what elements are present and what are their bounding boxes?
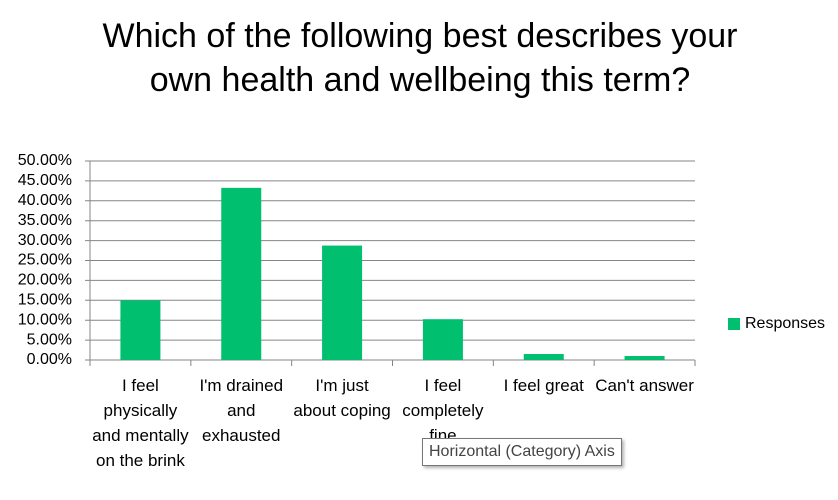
y-tick-label: 5.00% (27, 331, 72, 348)
bar (523, 354, 564, 360)
legend-swatch (728, 318, 740, 330)
x-tick-label: I feel completely fine (402, 376, 484, 445)
bar (322, 245, 363, 360)
y-tick-label: 0.00% (27, 351, 72, 368)
legend-label: Responses (745, 315, 825, 332)
y-tick-label: 45.00% (18, 172, 72, 189)
bar (120, 300, 161, 360)
y-tick-label: 50.00% (18, 152, 72, 169)
chart-title: Which of the following best describes yo… (102, 17, 738, 99)
x-tick-label: I feel physically and mentally on the br… (92, 376, 189, 470)
tooltip: Horizontal (Category) Axis (422, 438, 622, 466)
bar (422, 319, 463, 360)
y-tick-label: 30.00% (18, 232, 72, 249)
x-tick-label: I'm just about coping (293, 376, 391, 420)
bar (624, 356, 665, 360)
y-tick-label: 35.00% (18, 212, 72, 229)
x-tick-label: I'm drained and exhausted (199, 376, 284, 445)
y-tick-label: 10.00% (18, 311, 72, 328)
y-tick-label: 25.00% (18, 252, 72, 269)
y-tick-label: 15.00% (18, 292, 72, 309)
y-tick-label: 40.00% (18, 192, 72, 209)
y-tick-label: 20.00% (18, 272, 72, 289)
bar (221, 187, 262, 360)
x-tick-label: I feel great (503, 376, 584, 395)
x-tick-label: Can't answer (595, 376, 694, 395)
